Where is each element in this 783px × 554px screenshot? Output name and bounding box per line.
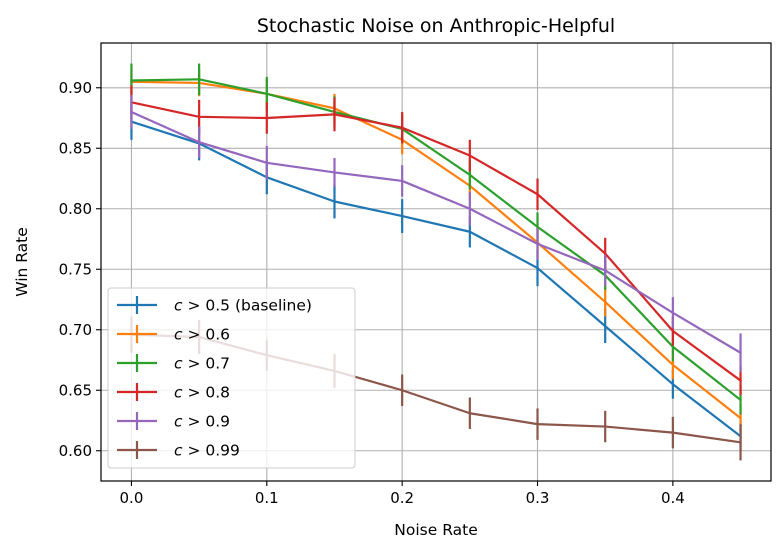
series-group: [130, 63, 742, 461]
data-point: [671, 383, 675, 386]
x-tick-label: 0.4: [661, 489, 685, 507]
legend-label: c > 0.8: [174, 384, 230, 402]
data-point: [265, 116, 269, 120]
data-point: [536, 422, 539, 426]
data-point: [536, 225, 539, 229]
data-point: [197, 141, 201, 144]
x-tick-label: 0.3: [526, 489, 550, 507]
data-point: [536, 242, 539, 246]
data-point: [400, 126, 404, 129]
y-axis-label: Win Rate: [13, 227, 31, 297]
data-point: [671, 431, 675, 434]
data-point: [400, 179, 404, 183]
data-point: [739, 351, 742, 354]
data-point: [739, 441, 742, 444]
series-line: [131, 78, 742, 401]
series-line: [131, 80, 742, 419]
y-tick-label: 0.75: [59, 260, 92, 278]
data-point: [333, 113, 336, 116]
data-point: [265, 161, 269, 164]
y-axis: 0.60 0.65 0.70 0.75 0.80 0.85 0.90: [59, 79, 101, 460]
series-line: [131, 120, 742, 438]
x-tick-label: 0.0: [120, 489, 144, 507]
data-point: [130, 79, 133, 82]
y-tick-label: 0.80: [59, 200, 92, 218]
legend-label: c > 0.9: [174, 413, 230, 431]
data-point: [130, 110, 133, 114]
y-tick-label: 0.65: [59, 381, 92, 399]
legend-label: c > 0.6: [174, 326, 230, 344]
data-point: [603, 300, 607, 304]
x-tick-label: 0.1: [255, 489, 279, 507]
x-tick-label: 0.2: [390, 489, 414, 507]
legend-label: c > 0.99: [174, 442, 240, 460]
data-point: [739, 398, 742, 402]
data-point: [739, 416, 742, 420]
data-point: [536, 193, 539, 196]
data-point: [400, 214, 404, 218]
data-point: [468, 412, 472, 415]
x-axis: 0.0 0.1 0.2 0.3 0.4: [120, 481, 685, 507]
data-point: [671, 363, 675, 367]
data-point: [603, 324, 607, 328]
data-point: [333, 171, 336, 174]
data-point: [603, 425, 607, 428]
y-tick-label: 0.70: [59, 321, 92, 339]
data-point: [197, 78, 201, 81]
data-point: [468, 207, 472, 210]
series-line: [131, 110, 742, 354]
data-point: [671, 329, 675, 333]
data-point: [333, 200, 336, 203]
y-tick-label: 0.90: [59, 79, 92, 97]
chart-title: Stochastic Noise on Anthropic-Helpful: [257, 15, 615, 37]
data-point: [265, 92, 269, 96]
legend-box: [107, 287, 356, 469]
data-point: [197, 115, 201, 119]
series-5: [130, 95, 742, 373]
legend-label: c > 0.7: [174, 355, 230, 373]
x-axis-label: Noise Rate: [394, 521, 477, 539]
data-point: [400, 389, 404, 392]
data-point: [671, 311, 675, 315]
data-point: [603, 269, 607, 272]
plot-frame: [100, 42, 772, 482]
data-point: [671, 345, 675, 348]
data-point: [739, 379, 742, 382]
data-point: [468, 173, 472, 177]
data-point: [468, 154, 472, 157]
data-point: [536, 266, 539, 270]
y-tick-label: 0.60: [59, 442, 92, 460]
data-point: [603, 252, 607, 255]
legend: c > 0.5 (baseline) c > 0.6 c > 0.7 c > 0.8 c…: [107, 287, 356, 469]
legend-label: c > 0.5 (baseline): [174, 297, 312, 315]
data-point: [468, 230, 472, 233]
y-tick-label: 0.85: [59, 139, 92, 157]
